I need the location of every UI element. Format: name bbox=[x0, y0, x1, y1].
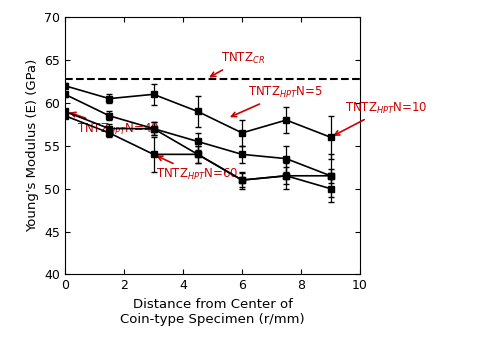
Text: TNTZ$_{HPT}$N=60: TNTZ$_{HPT}$N=60 bbox=[156, 156, 239, 182]
Y-axis label: Young's Modulus (E) (GPa): Young's Modulus (E) (GPa) bbox=[26, 59, 38, 233]
Text: TNTZ$_{HPT}$N=40: TNTZ$_{HPT}$N=40 bbox=[71, 112, 160, 137]
Text: TNTZ$_{HPT}$N=5: TNTZ$_{HPT}$N=5 bbox=[232, 85, 322, 117]
X-axis label: Distance from Center of
Coin-type Specimen (r/mm): Distance from Center of Coin-type Specim… bbox=[120, 298, 305, 326]
Text: TNTZ$_{CR}$: TNTZ$_{CR}$ bbox=[210, 51, 266, 76]
Text: TNTZ$_{HPT}$N=10: TNTZ$_{HPT}$N=10 bbox=[334, 100, 428, 135]
